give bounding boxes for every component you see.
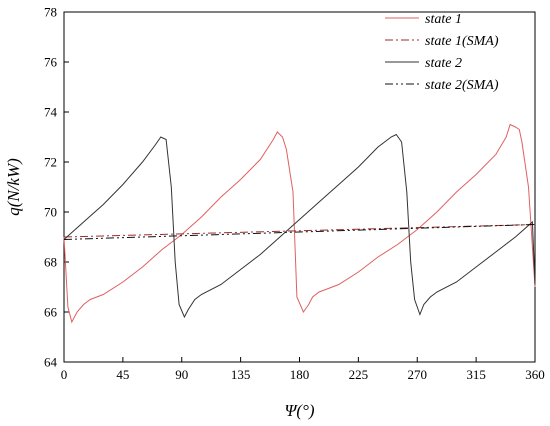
y-tick-label: 64: [44, 355, 58, 370]
x-tick-label: 315: [466, 367, 486, 382]
series-line-1: [63, 123, 536, 324]
legend-label-4: state 2(SMA): [425, 78, 499, 93]
x-axis-label: Ψ(°): [284, 401, 314, 420]
legend: state 1 state 1(SMA) state 2 state 2(SMA): [385, 12, 499, 93]
series-line-3: [63, 133, 536, 319]
x-tick-label: 90: [175, 367, 188, 382]
y-axis-label: q(N/kW): [4, 158, 23, 216]
plot-frame: [63, 11, 536, 363]
y-tick-label: 74: [44, 105, 58, 120]
series-lines: [63, 123, 536, 324]
y-tick-label: 66: [44, 305, 58, 320]
y-tick-label: 76: [44, 55, 58, 70]
y-tick-label: 78: [44, 5, 57, 20]
series-line-4: [63, 224, 536, 240]
series-line-2: [63, 224, 536, 238]
x-tick-label: 270: [408, 367, 428, 382]
y-tick-label: 70: [44, 205, 57, 220]
x-tick-label: 360: [525, 367, 545, 382]
legend-label-3: state 2: [425, 56, 462, 71]
x-tick-label: 180: [290, 367, 310, 382]
legend-label-1: state 1: [425, 12, 462, 27]
legend-label-2: state 1(SMA): [425, 34, 499, 49]
x-tick-label: 135: [231, 367, 251, 382]
x-tick-label: 45: [116, 367, 129, 382]
x-tick-label: 0: [61, 367, 68, 382]
x-tick-label: 225: [349, 367, 369, 382]
ticks: 0 45 90 135 180 225 270 315 360 64 66 68 70 72 74 76 78: [44, 5, 545, 383]
y-tick-label: 72: [44, 155, 57, 170]
y-tick-label: 68: [44, 255, 57, 270]
